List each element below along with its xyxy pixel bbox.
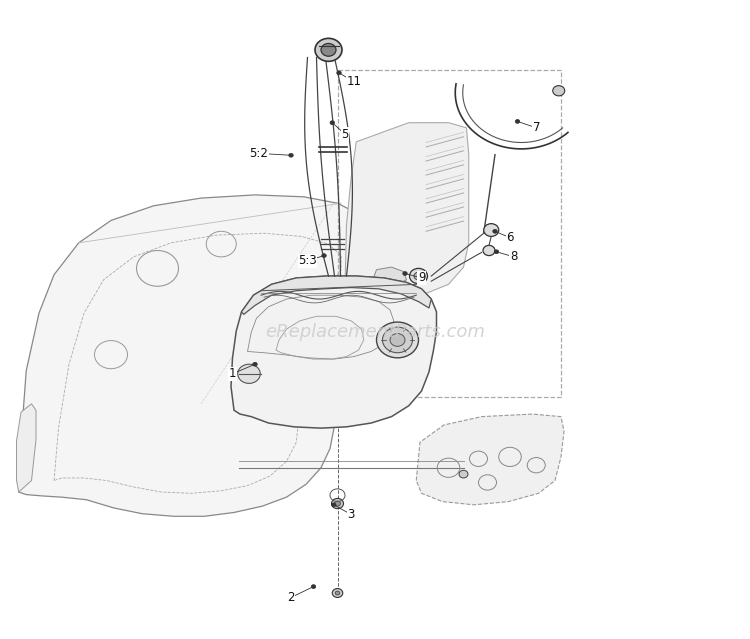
Text: 9: 9	[418, 272, 425, 284]
Circle shape	[376, 322, 419, 358]
Circle shape	[322, 254, 326, 258]
Circle shape	[493, 229, 497, 233]
Circle shape	[382, 327, 412, 353]
Bar	[338, 70, 561, 397]
Text: eReplacementParts.com: eReplacementParts.com	[265, 323, 485, 341]
Polygon shape	[16, 404, 36, 492]
Circle shape	[459, 470, 468, 478]
Text: 5: 5	[341, 128, 349, 141]
Text: 8: 8	[510, 250, 518, 263]
Circle shape	[332, 498, 344, 509]
Polygon shape	[231, 276, 436, 428]
Polygon shape	[416, 414, 564, 505]
Circle shape	[403, 272, 407, 275]
Circle shape	[315, 38, 342, 61]
Circle shape	[414, 272, 423, 280]
Text: 6: 6	[506, 231, 514, 244]
Circle shape	[484, 224, 499, 236]
Text: 3: 3	[347, 508, 355, 521]
Polygon shape	[19, 195, 382, 516]
Circle shape	[410, 268, 428, 284]
Polygon shape	[374, 267, 406, 286]
Circle shape	[321, 43, 336, 56]
Text: 11: 11	[346, 75, 362, 88]
Polygon shape	[242, 276, 431, 314]
Text: 7: 7	[532, 121, 540, 134]
Text: 1: 1	[229, 367, 236, 380]
Circle shape	[515, 119, 520, 123]
Text: 5:3: 5:3	[298, 254, 316, 267]
Circle shape	[311, 585, 316, 589]
Circle shape	[334, 501, 340, 506]
Polygon shape	[345, 123, 469, 302]
Circle shape	[330, 121, 334, 125]
Circle shape	[553, 86, 565, 96]
Circle shape	[238, 364, 260, 383]
Text: 5:2: 5:2	[249, 147, 268, 160]
Circle shape	[335, 591, 340, 595]
Circle shape	[332, 589, 343, 597]
Circle shape	[332, 503, 336, 507]
Circle shape	[253, 362, 257, 366]
Circle shape	[494, 250, 499, 254]
Circle shape	[337, 71, 341, 75]
Circle shape	[289, 153, 293, 157]
Text: 2: 2	[287, 591, 295, 604]
Circle shape	[483, 245, 495, 256]
Circle shape	[390, 334, 405, 346]
